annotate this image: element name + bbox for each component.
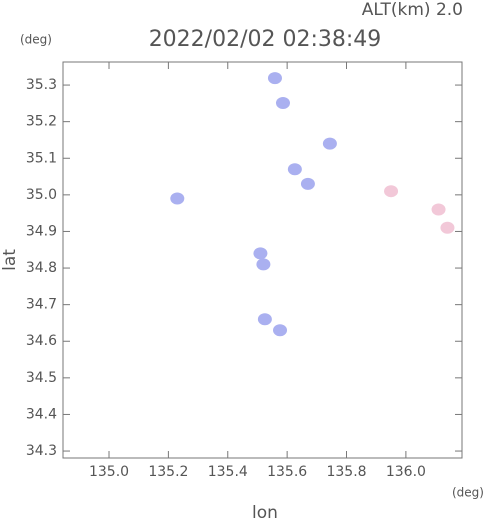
x-tick-label: 136.0 <box>386 464 426 480</box>
echo <box>267 72 282 85</box>
y-tick-label: 34.5 <box>26 370 57 386</box>
x-tick-label: 135.2 <box>148 464 188 480</box>
y-tick-label: 34.4 <box>26 406 57 422</box>
echo <box>170 192 185 205</box>
y-tick-label: 34.6 <box>26 333 57 349</box>
x-unit: (deg) <box>452 486 484 500</box>
echo <box>256 258 271 271</box>
y-tick-label: 34.8 <box>26 260 57 276</box>
y-tick-label: 35.0 <box>26 187 57 203</box>
altitude: ALT(km) 2.0 <box>362 0 463 20</box>
echo <box>253 247 268 260</box>
x-tick-label: 135.0 <box>89 464 129 480</box>
y-unit: (deg) <box>20 33 52 47</box>
echo <box>384 185 399 198</box>
y-tick-label: 35.3 <box>26 77 57 93</box>
y-tick-label: 34.9 <box>26 223 57 239</box>
y-tick-label: 34.3 <box>26 443 57 459</box>
echo <box>431 203 446 216</box>
echo <box>257 313 272 326</box>
y-tick-label: 35.2 <box>26 114 57 130</box>
echo <box>287 163 302 176</box>
x-axis-label: lon <box>252 503 278 521</box>
x-tick-label: 135.4 <box>208 464 248 480</box>
plot-frame <box>62 61 463 459</box>
y-tick-label: 34.7 <box>26 297 57 313</box>
echo <box>322 137 337 150</box>
x-tick-label: 135.8 <box>326 464 366 480</box>
echo <box>440 221 455 234</box>
x-tick-label: 135.6 <box>267 464 307 480</box>
y-axis-label: lat <box>0 249 20 271</box>
echo <box>273 324 288 337</box>
echo <box>275 96 290 109</box>
chart-title: 2022/02/02 02:38:49 <box>149 27 382 52</box>
y-tick-label: 35.1 <box>26 150 57 166</box>
echo <box>300 177 315 190</box>
